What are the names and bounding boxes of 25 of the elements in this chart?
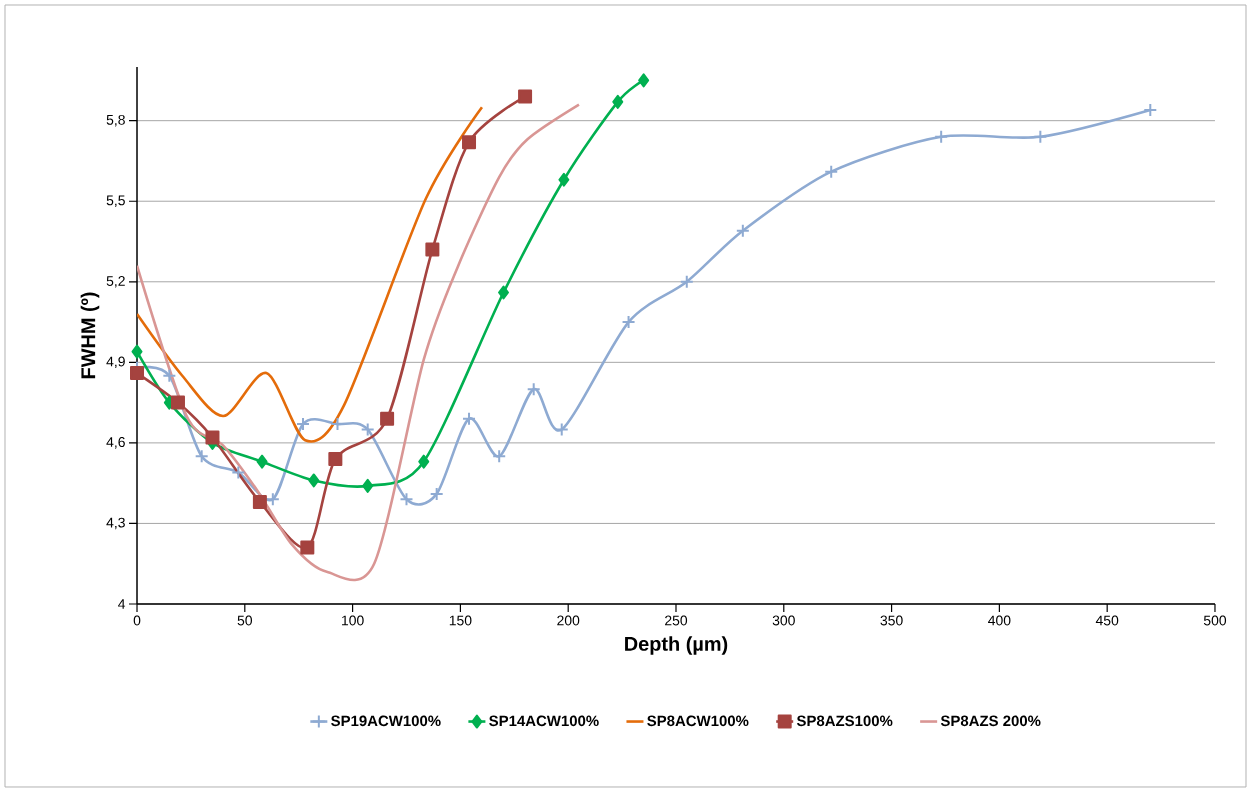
y-tick-label: 4,6	[106, 437, 125, 449]
y-tick-label: 5,5	[106, 195, 125, 207]
legend-label: SP8AZS100%	[796, 715, 893, 727]
y-tick-label: 4	[118, 599, 126, 609]
x-tick-label: 400	[988, 615, 1011, 626]
legend-label: SP19ACW100%	[331, 715, 441, 727]
x-tick-label: 100	[342, 615, 364, 626]
x-tick-label: 500	[1203, 615, 1227, 626]
x-axis-title: Depth (µm)	[625, 636, 728, 655]
x-tick-label: 0	[133, 615, 141, 626]
legend-label: SP14ACW100%	[489, 715, 599, 727]
y-tick-label: 4,3	[106, 517, 125, 530]
legend-label: SP8AZS 200%	[940, 715, 1041, 727]
x-tick-label: 200	[557, 615, 580, 626]
x-tick-label: 300	[772, 615, 795, 626]
x-tick-label: 350	[880, 615, 903, 626]
legend-label: SP8ACW100%	[647, 715, 749, 727]
y-axis-title: FWHM (º)	[80, 292, 100, 379]
x-tick-label: 50	[237, 615, 253, 626]
x-tick-label: 250	[665, 615, 688, 626]
y-tick-label: 5,2	[106, 276, 125, 288]
y-tick-label: 5,8	[106, 114, 125, 127]
x-tick-label: 150	[449, 615, 472, 626]
x-tick-label: 450	[1095, 615, 1119, 626]
y-tick-label: 4,9	[106, 356, 125, 369]
